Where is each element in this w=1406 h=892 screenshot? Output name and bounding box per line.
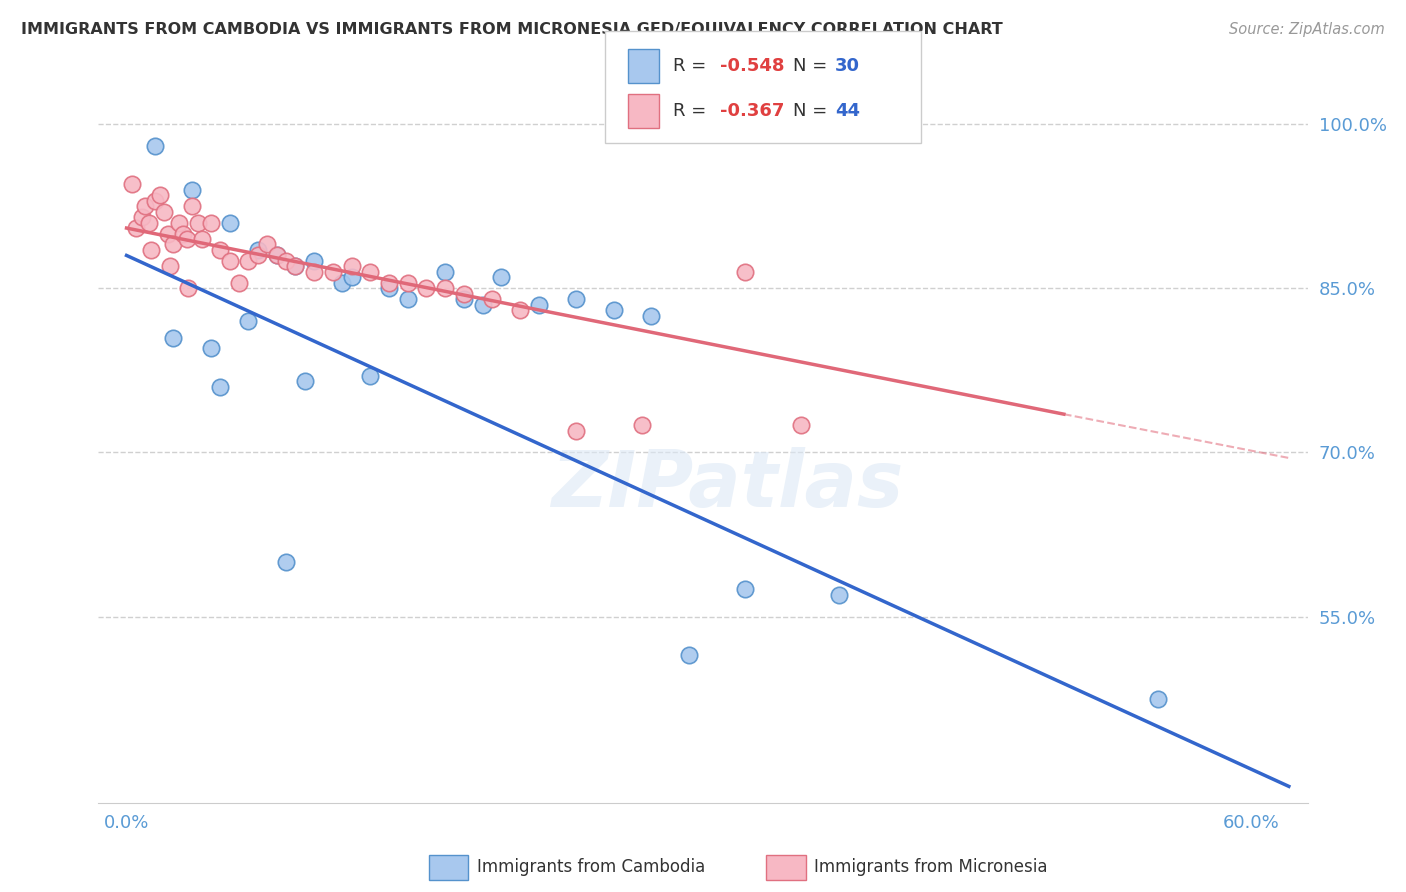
Point [238,253,260,268]
Text: Source: ZipAtlas.com: Source: ZipAtlas.com [1229,22,1385,37]
Point [209,380,232,394]
Point [415,281,437,295]
Point [302,253,325,268]
Point [453,292,475,306]
Point [181,183,204,197]
Point [396,276,419,290]
Point [294,374,316,388]
Point [491,270,513,285]
Point [340,270,363,285]
Point [159,260,181,274]
Point [167,216,190,230]
Point [172,227,194,241]
Point [1146,691,1168,706]
Point [527,298,550,312]
Point [228,276,250,290]
Point [162,237,184,252]
Point [131,210,153,224]
Point [176,232,198,246]
Point [125,221,148,235]
Point [302,265,325,279]
Point [181,199,204,213]
Text: -0.548: -0.548 [720,57,785,75]
Point [734,582,756,597]
Point [471,298,494,312]
Text: 44: 44 [835,102,860,120]
Point [162,330,184,344]
Point [266,248,288,262]
Point [246,248,269,262]
Text: IMMIGRANTS FROM CAMBODIA VS IMMIGRANTS FROM MICRONESIA GED/EQUIVALENCY CORRELATI: IMMIGRANTS FROM CAMBODIA VS IMMIGRANTS F… [21,22,1002,37]
Point [256,237,278,252]
Point [340,260,363,274]
Point [378,276,401,290]
Point [153,204,176,219]
Point [238,314,260,328]
Point [359,368,381,383]
Point [434,281,457,295]
Point [218,216,240,230]
Point [790,418,813,433]
Point [322,265,344,279]
Point [200,216,222,230]
Point [678,648,700,662]
Text: N =: N = [793,57,832,75]
Point [631,418,654,433]
Point [274,555,297,569]
Point [156,227,179,241]
Point [200,342,222,356]
Point [121,178,143,192]
Text: R =: R = [673,102,713,120]
Point [139,243,162,257]
Point [481,292,503,306]
Point [378,281,401,295]
Point [565,292,588,306]
Point [143,139,166,153]
Point [134,199,156,213]
Point [190,232,212,246]
Point [284,260,307,274]
Text: 30: 30 [835,57,860,75]
Point [218,253,240,268]
Point [284,260,307,274]
Point [565,424,588,438]
Point [359,265,381,279]
Text: Immigrants from Cambodia: Immigrants from Cambodia [477,858,704,876]
Text: -0.367: -0.367 [720,102,785,120]
Text: N =: N = [793,102,832,120]
Point [453,286,475,301]
Point [509,303,531,318]
Point [828,588,851,602]
Point [396,292,419,306]
Text: Immigrants from Micronesia: Immigrants from Micronesia [814,858,1047,876]
Text: ZIPatlas: ZIPatlas [551,447,903,523]
Point [603,303,626,318]
Point [138,216,160,230]
Point [330,276,353,290]
Point [266,248,288,262]
Point [143,194,166,208]
Point [640,309,662,323]
Point [274,253,297,268]
Text: R =: R = [673,57,713,75]
Point [149,188,172,202]
Point [209,243,232,257]
Point [177,281,200,295]
Point [734,265,756,279]
Point [246,243,269,257]
Point [187,216,209,230]
Point [434,265,457,279]
